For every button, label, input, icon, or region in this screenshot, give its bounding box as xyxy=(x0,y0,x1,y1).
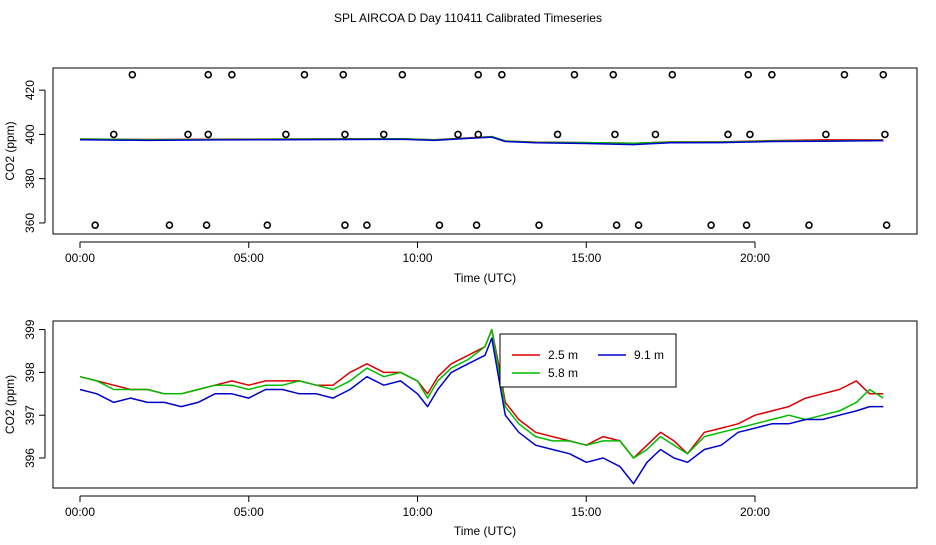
data-point xyxy=(454,130,462,139)
data-point xyxy=(300,70,309,79)
legend-box xyxy=(499,333,677,388)
data-point xyxy=(339,70,348,79)
data-point xyxy=(805,221,813,229)
plot-frame xyxy=(52,320,918,489)
x-tick-label: 10:00 xyxy=(402,505,432,519)
data-point xyxy=(634,221,643,229)
x-tick-label: 05:00 xyxy=(234,505,264,519)
data-point xyxy=(204,130,213,139)
data-point xyxy=(768,70,776,79)
data-point xyxy=(341,130,349,139)
x-axis-label: Time (UTC) xyxy=(454,524,516,538)
series-line-91 xyxy=(79,136,884,146)
data-point xyxy=(282,130,290,139)
series-line-91 xyxy=(79,337,884,485)
figure-title: SPL AIRCOA D Day 110411 Calibrated Times… xyxy=(334,11,602,25)
data-point xyxy=(263,221,272,229)
top-panel: 00:00 05:00 10:00 15:00 20:00 Time (UTC) 360 38… xyxy=(3,67,918,285)
data-point xyxy=(184,130,192,139)
data-point xyxy=(882,221,891,229)
y-axis-label: CO2 (ppm) xyxy=(3,121,17,180)
x-axis: 00:00 05:00 10:00 15:00 20:00 xyxy=(65,495,770,519)
y-tick-label: 396 xyxy=(23,448,37,468)
data-point xyxy=(204,70,213,79)
data-point xyxy=(570,70,579,79)
data-point xyxy=(742,221,751,229)
data-point xyxy=(435,221,444,229)
y-axis: 396 397 398 399 xyxy=(23,319,46,468)
legend-label: 9.1 m xyxy=(634,348,664,362)
plot-frame xyxy=(52,67,918,235)
x-tick-label: 00:00 xyxy=(65,251,95,265)
data-point xyxy=(668,70,677,79)
data-point xyxy=(109,130,118,139)
data-point xyxy=(202,221,211,229)
x-tick-label: 20:00 xyxy=(740,505,770,519)
data-point xyxy=(228,70,236,79)
x-tick-label: 00:00 xyxy=(65,505,95,519)
data-point xyxy=(724,130,732,139)
y-axis: 360 380 400 420 xyxy=(23,80,46,233)
y-tick-label: 420 xyxy=(23,80,37,100)
data-point xyxy=(840,70,849,79)
x-tick-label: 20:00 xyxy=(740,251,770,265)
data-point xyxy=(498,70,506,79)
x-tick-label: 15:00 xyxy=(571,505,601,519)
data-point xyxy=(128,70,137,79)
x-tick-label: 10:00 xyxy=(402,251,432,265)
data-point xyxy=(472,221,481,229)
data-point xyxy=(165,221,174,229)
data-point xyxy=(612,221,621,229)
y-tick-label: 380 xyxy=(23,168,37,188)
data-point xyxy=(822,130,830,139)
data-point xyxy=(707,221,715,229)
legend-label: 5.8 m xyxy=(548,366,578,380)
data-point xyxy=(881,130,889,139)
data-point xyxy=(609,70,618,79)
x-tick-label: 05:00 xyxy=(234,251,264,265)
data-point xyxy=(91,221,99,229)
y-axis-label: CO2 (ppm) xyxy=(3,375,17,434)
x-axis-label: Time (UTC) xyxy=(454,271,516,285)
y-tick-label: 360 xyxy=(23,213,37,233)
data-point xyxy=(341,221,349,229)
y-tick-label: 397 xyxy=(23,405,37,425)
data-point xyxy=(474,70,483,79)
data-point xyxy=(379,130,388,139)
data-point xyxy=(746,130,754,139)
data-point xyxy=(879,70,888,79)
data-point xyxy=(553,130,562,139)
data-point xyxy=(611,130,619,139)
x-tick-label: 15:00 xyxy=(571,251,601,265)
legend: 2.5 m 5.8 m 9.1 m xyxy=(499,333,677,388)
data-point xyxy=(651,130,660,139)
data-point xyxy=(474,130,483,139)
x-axis: 00:00 05:00 10:00 15:00 20:00 xyxy=(65,241,770,265)
data-point xyxy=(535,221,543,229)
y-tick-label: 400 xyxy=(23,124,37,144)
y-tick-label: 398 xyxy=(23,362,37,382)
series-line-58 xyxy=(79,328,884,459)
data-point xyxy=(363,221,371,229)
y-tick-label: 399 xyxy=(23,319,37,339)
data-point xyxy=(398,70,407,79)
legend-label: 2.5 m xyxy=(548,348,578,362)
data-point xyxy=(744,70,753,79)
